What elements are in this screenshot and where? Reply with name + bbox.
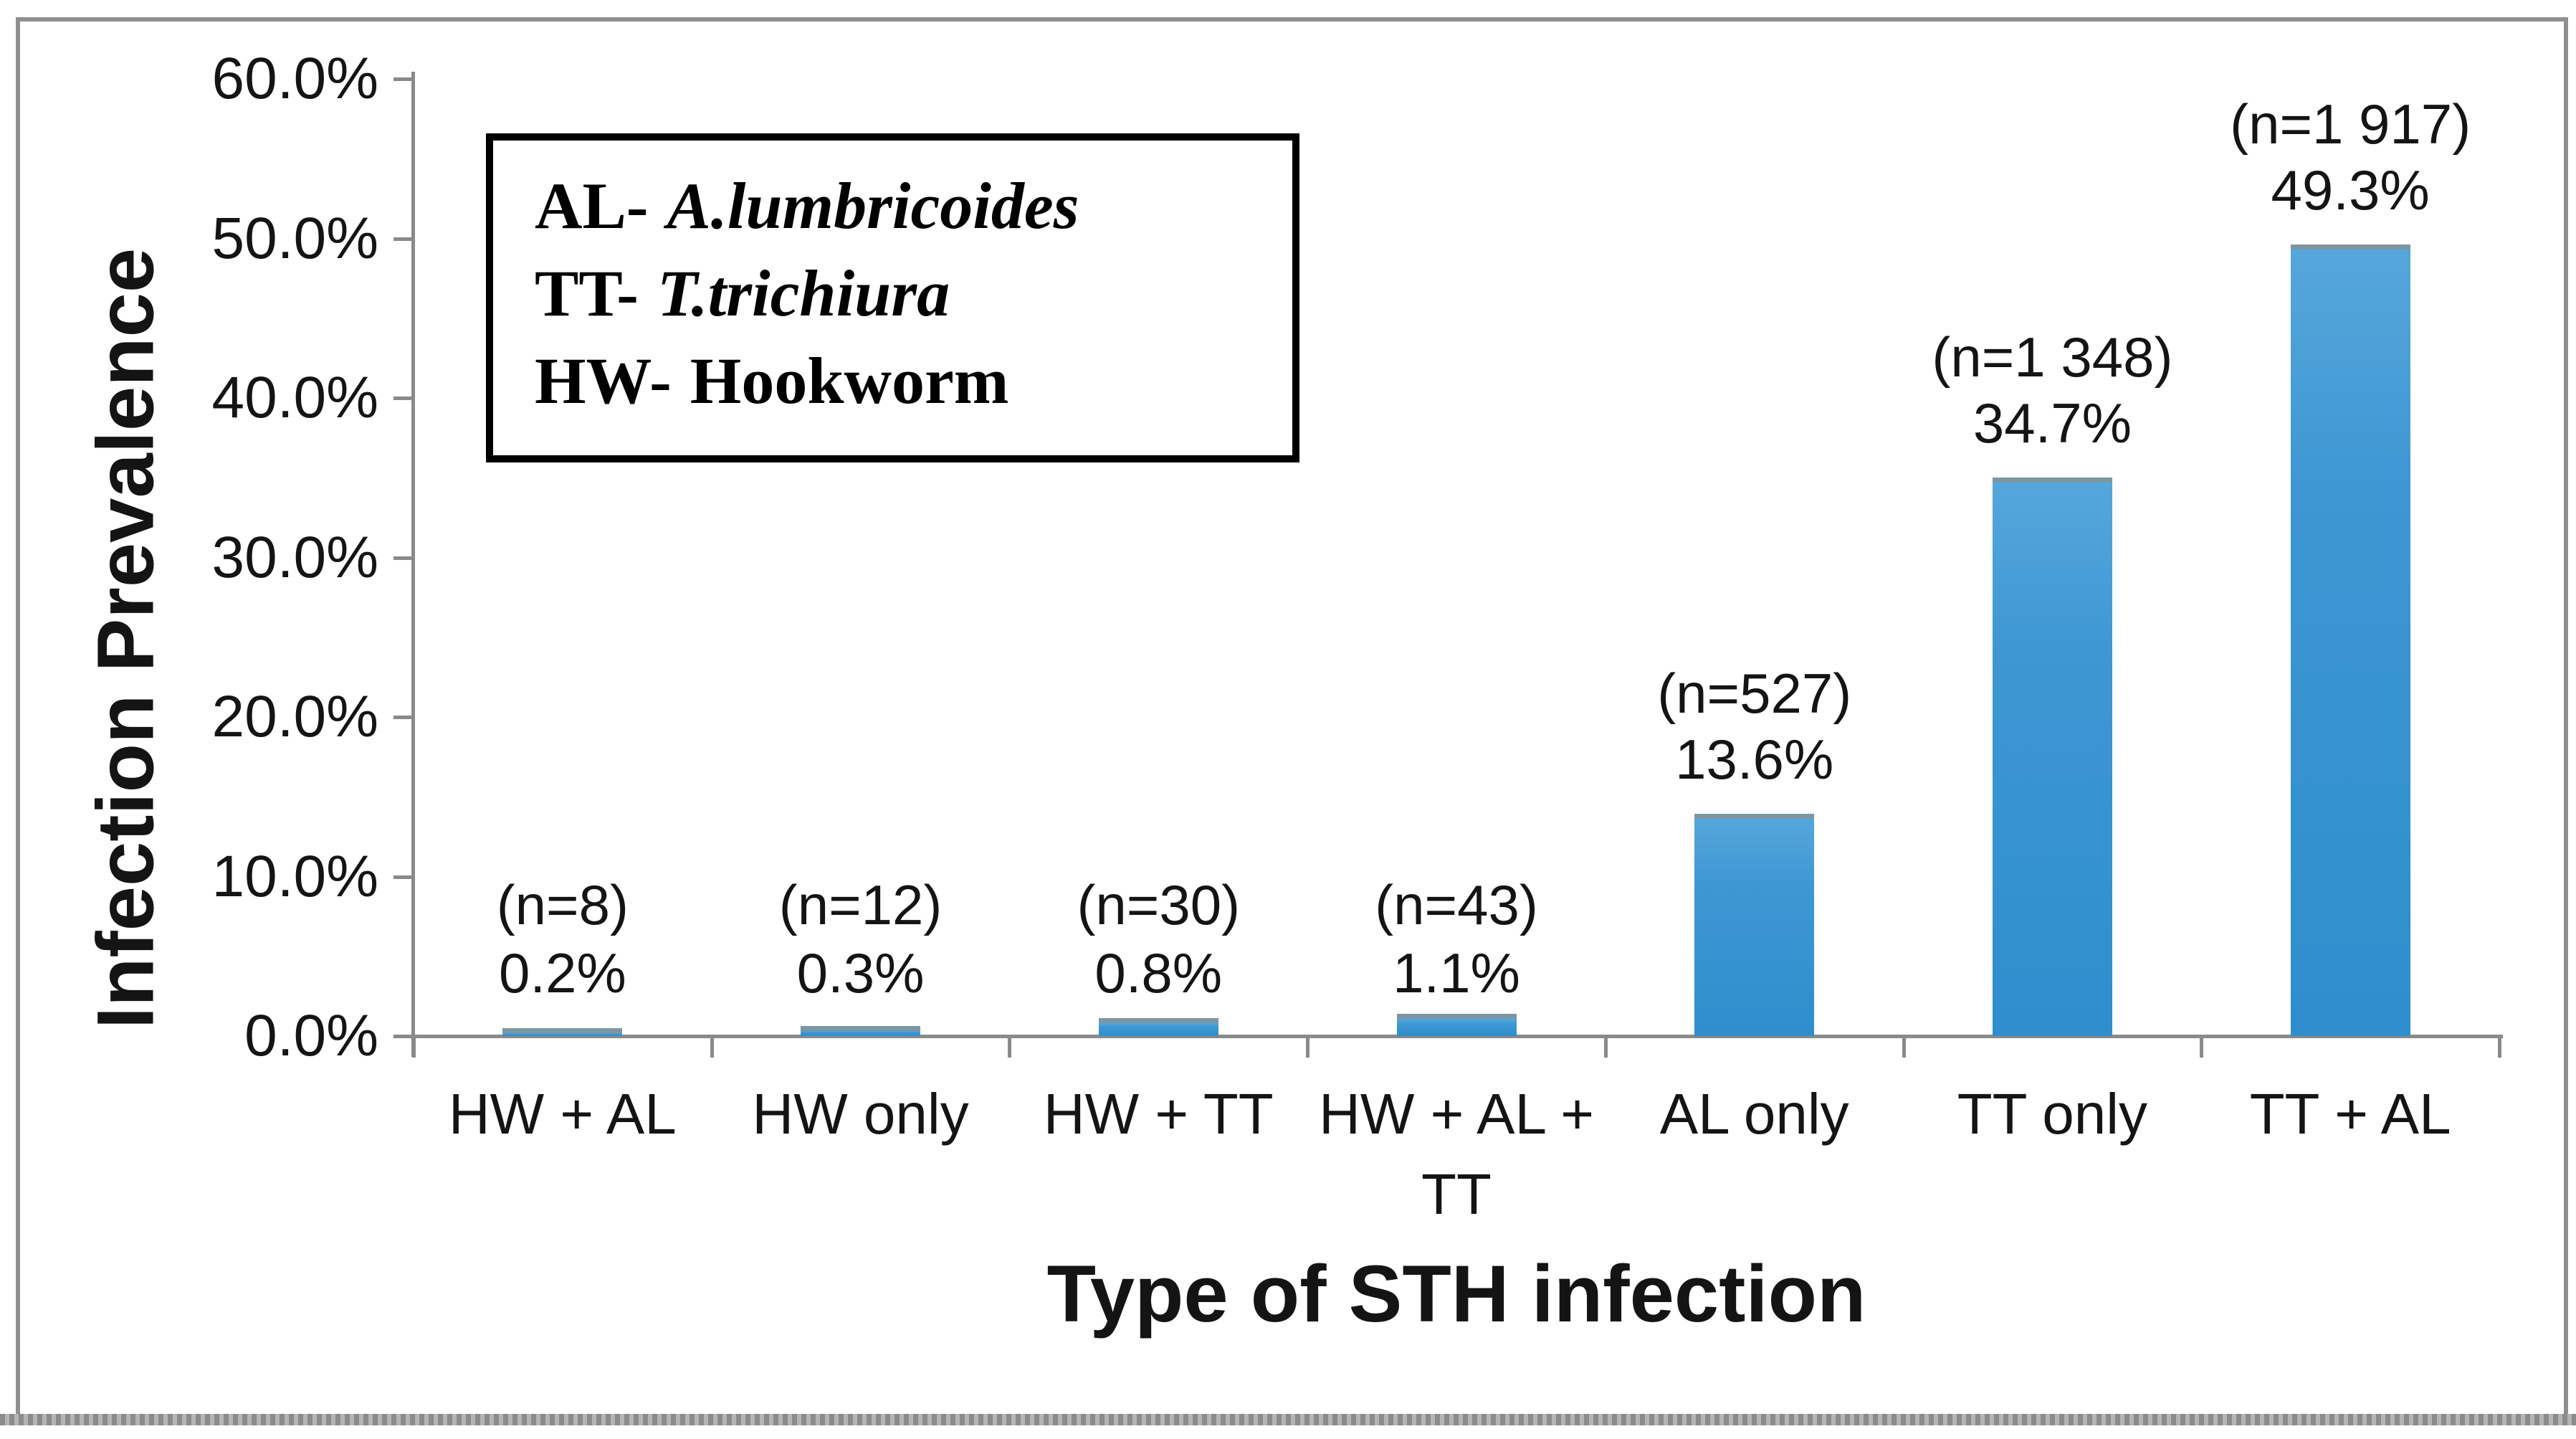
legend-species-name: A.lumbricoides [667,169,1079,242]
bar-value-label: 0.2% [498,941,626,1005]
category-label: HW only [752,1082,969,1146]
bar [801,1026,921,1036]
bar-value-label: 13.6% [1675,728,1834,792]
y-axis-tick [393,237,414,241]
y-axis-tick [393,716,414,719]
legend-abbreviation: HW- [535,344,672,417]
category-label: TT + AL [2249,1082,2451,1146]
y-axis-tick [393,1035,414,1038]
bar [1396,1013,1517,1036]
y-axis-line [411,72,415,1057]
x-axis-tick [2200,1036,2204,1058]
bar-value-label: 0.3% [796,941,925,1005]
bar-value-label: 0.8% [1094,941,1223,1005]
category-label: HW + AL [448,1082,677,1146]
x-axis-tick [1306,1036,1310,1058]
bar [1694,814,1815,1036]
legend-row: HW- Hookworm [535,337,1292,424]
legend-row: AL- A.lumbricoides [535,162,1292,250]
y-tick-label: 20.0% [211,684,378,749]
x-axis-tick [1008,1036,1012,1058]
x-axis-tick [1603,1036,1608,1058]
bar-count-label: (n=1 917) [2230,92,2471,156]
y-axis-tick [393,396,414,400]
bar [1992,477,2112,1036]
legend-abbreviation: AL- [535,169,649,242]
figure-bottom-edge [0,1414,2576,1425]
x-axis-tick [412,1036,416,1058]
bar-value-label: 49.3% [2271,158,2430,222]
y-axis-tick [393,875,414,879]
y-tick-label: 50.0% [211,205,378,271]
bar-count-label: (n=8) [496,873,629,936]
y-axis-tick [393,556,414,560]
y-axis-title: Infection Prevalence [80,247,171,1030]
x-axis-tick [1902,1036,1906,1058]
legend-species-name: T.trichiura [657,257,950,330]
y-tick-label: 0.0% [244,1003,378,1068]
bar-count-label: (n=1 348) [1932,325,2173,389]
x-axis-tick [2498,1036,2501,1058]
legend-row: TT- T.trichiura [535,250,1292,337]
y-tick-label: 60.0% [211,46,378,111]
legend-species-name: Hookworm [690,344,1009,417]
bar-count-label: (n=12) [778,873,943,936]
category-label: AL only [1659,1082,1849,1146]
x-axis-title: Type of STH infection [1046,1249,1866,1339]
bar-count-label: (n=30) [1077,873,1241,936]
y-tick-label: 10.0% [211,843,378,909]
bar-value-label: 34.7% [1972,391,2132,455]
bar-count-label: (n=527) [1657,662,1852,726]
bar [502,1027,623,1036]
y-tick-label: 30.0% [211,524,378,590]
category-label: HW + AL + TT [1319,1082,1594,1226]
category-label: HW + TT [1043,1082,1274,1146]
legend-abbreviation: TT- [535,257,639,330]
x-axis-line [414,1035,2503,1038]
y-axis-tick [393,77,414,81]
bar [1098,1018,1218,1036]
bar-value-label: 1.1% [1393,941,1520,1005]
x-axis-tick [710,1036,714,1058]
legend-box: AL- A.lumbricoides TT- T.trichiura HW- Hookwo… [486,133,1299,462]
bar-count-label: (n=43) [1375,873,1538,936]
category-label: TT only [1957,1082,2148,1146]
bar [2290,244,2410,1036]
y-tick-label: 40.0% [211,365,378,430]
